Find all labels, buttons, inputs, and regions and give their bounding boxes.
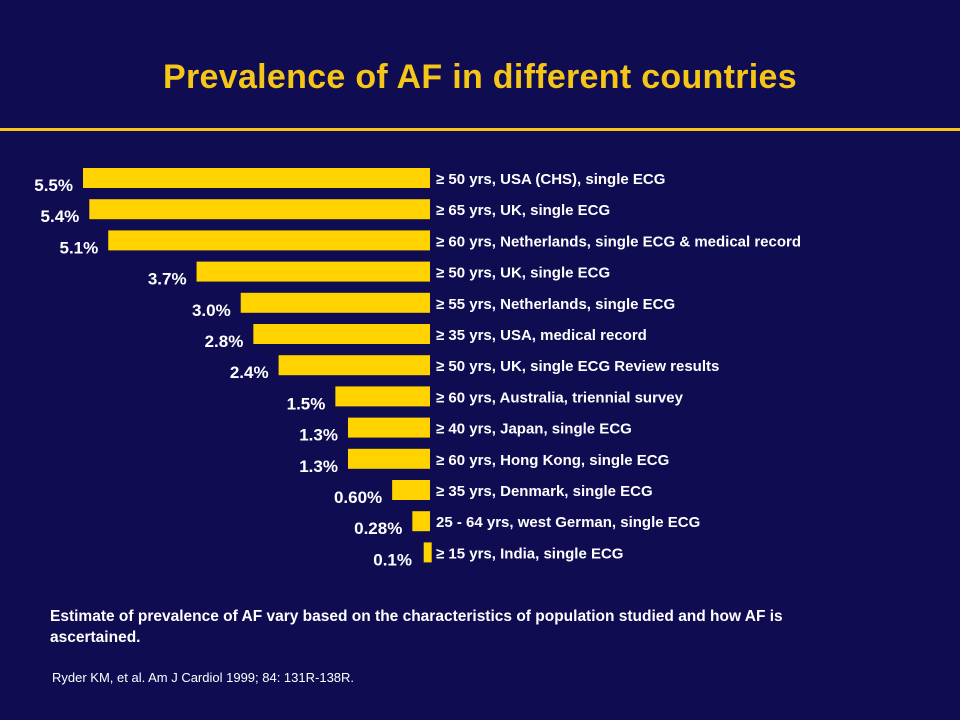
- category-label-5: ≥ 35 yrs, USA, medical record: [436, 327, 647, 344]
- bar-0: [83, 168, 430, 188]
- bar-3: [196, 261, 430, 282]
- value-label-5: 2.8%: [205, 332, 244, 351]
- bar-6: [278, 355, 430, 376]
- category-label-3: ≥ 50 yrs, UK, single ECG: [436, 265, 610, 282]
- value-label-7: 1.5%: [287, 394, 326, 413]
- category-label-6: ≥ 50 yrs, UK, single ECG Review results: [436, 358, 719, 375]
- bar-1: [89, 199, 431, 220]
- value-label-8: 1.3%: [299, 426, 338, 445]
- bar-7: [335, 386, 430, 407]
- category-label-1: ≥ 65 yrs, UK, single ECG: [436, 202, 610, 219]
- value-label-6: 2.4%: [230, 363, 269, 382]
- bar-11: [412, 511, 430, 532]
- value-label-11: 0.28%: [354, 519, 402, 538]
- value-label-0: 5.5%: [34, 176, 73, 195]
- category-label-12: ≥ 15 yrs, India, single ECG: [436, 545, 623, 562]
- category-label-10: ≥ 35 yrs, Denmark, single ECG: [436, 483, 653, 500]
- category-label-11: 25 - 64 yrs, west German, single ECG: [436, 514, 700, 531]
- title-divider: [0, 128, 960, 131]
- value-label-3: 3.7%: [148, 270, 187, 289]
- bar-10: [392, 480, 430, 500]
- bar-4: [240, 292, 430, 313]
- bar-8: [347, 417, 430, 438]
- bar-9: [347, 448, 430, 469]
- category-label-7: ≥ 60 yrs, Australia, triennial survey: [436, 389, 684, 406]
- value-label-1: 5.4%: [41, 207, 80, 226]
- category-label-8: ≥ 40 yrs, Japan, single ECG: [436, 421, 632, 438]
- category-label-2: ≥ 60 yrs, Netherlands, single ECG & medi…: [436, 233, 801, 250]
- citation: Ryder KM, et al. Am J Cardiol 1999; 84: …: [52, 670, 355, 685]
- value-label-10: 0.60%: [334, 488, 382, 507]
- category-label-0: ≥ 50 yrs, USA (CHS), single ECG: [436, 171, 665, 188]
- bar-2: [108, 230, 431, 251]
- bar-5: [253, 324, 430, 344]
- value-label-12: 0.1%: [373, 550, 412, 569]
- prevalence-note: Estimate of prevalence of AF vary based …: [50, 608, 783, 646]
- category-label-9: ≥ 60 yrs, Hong Kong, single ECG: [436, 452, 669, 469]
- prevalence-bar-chart: 5.5% ≥ 50 yrs, USA (CHS), single ECG 5.4% ≥…: [34, 168, 801, 569]
- value-label-9: 1.3%: [299, 457, 338, 476]
- category-label-4: ≥ 55 yrs, Netherlands, single ECG: [436, 296, 675, 313]
- value-label-2: 5.1%: [59, 238, 98, 257]
- value-label-4: 3.0%: [192, 301, 231, 320]
- bar-12: [423, 542, 432, 563]
- page-title: Prevalence of AF in different countries: [163, 58, 797, 96]
